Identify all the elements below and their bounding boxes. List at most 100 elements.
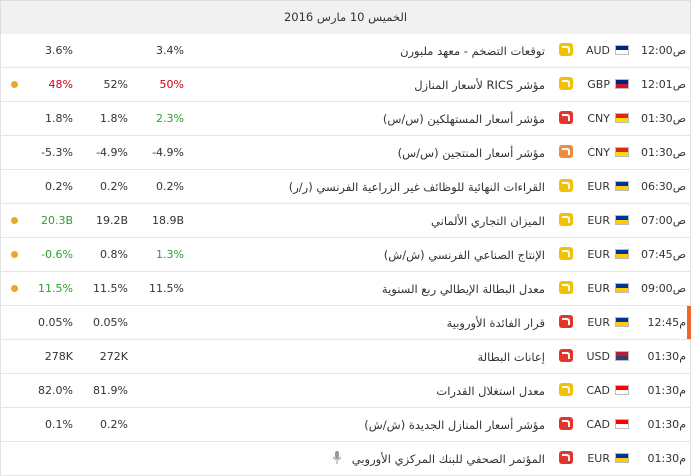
actual-value: 18.9B xyxy=(151,214,184,227)
revised-dot xyxy=(11,81,18,88)
currency: EUR xyxy=(587,316,610,329)
time: 06:30ص xyxy=(640,180,686,193)
forecast-value: 19.2B xyxy=(95,214,128,227)
event-name[interactable]: معدل استغلال القدرات xyxy=(436,384,545,398)
revised-dot xyxy=(11,251,18,258)
currency: CAD xyxy=(586,384,610,397)
time: 01:30م xyxy=(647,350,686,363)
current-marker xyxy=(687,306,691,339)
event-name[interactable]: المؤتمر الصحفي للبنك المركزي الأوروبي xyxy=(351,452,545,466)
currency: USD xyxy=(586,350,610,363)
event-name[interactable]: الميزان التجاري الألماني xyxy=(431,214,545,228)
actual-value: 1.3% xyxy=(156,248,184,261)
importance-icon xyxy=(559,349,573,362)
event-name[interactable]: مؤشر RICS لأسعار المنازل xyxy=(414,78,545,92)
importance-icon xyxy=(559,43,573,56)
importance-icon xyxy=(559,77,573,90)
flag-icon xyxy=(615,79,629,89)
event-name[interactable]: معدل البطالة الإيطالي ربع السنوية xyxy=(381,282,545,296)
event-name[interactable]: توقعات التضخم - معهد ملبورن xyxy=(400,44,545,58)
speech-icon xyxy=(332,451,342,464)
previous-value: 11.5% xyxy=(38,282,73,295)
flag-icon xyxy=(615,147,629,157)
event-name[interactable]: مؤشر أسعار المنازل الجديدة (ش/ش) xyxy=(364,418,545,432)
previous-value: -0.6% xyxy=(41,248,73,261)
event-row[interactable]: 01:30م EUR المؤتمر الصحفي للبنك المركزي ال… xyxy=(0,442,691,476)
forecast-value: 0.8% xyxy=(100,248,128,261)
actual-value: 50% xyxy=(159,78,184,91)
forecast-value: 1.8% xyxy=(100,112,128,125)
time: 07:45ص xyxy=(640,248,686,261)
flag-icon xyxy=(615,249,629,259)
time: 12:00ص xyxy=(640,44,686,57)
importance-icon xyxy=(559,213,573,226)
importance-icon xyxy=(559,451,573,464)
event-name[interactable]: مؤشر أسعار المنتجين (س/س) xyxy=(397,146,545,160)
flag-icon xyxy=(615,317,629,327)
time: 12:45م xyxy=(647,316,686,329)
event-row[interactable]: 06:30ص EUR القراءات النهائية للوظائف غير ا… xyxy=(0,170,691,204)
flag-icon xyxy=(615,419,629,429)
previous-value: 20.3B xyxy=(40,214,73,227)
time: 07:00ص xyxy=(640,214,686,227)
importance-icon xyxy=(559,383,573,396)
time: 12:01ص xyxy=(640,78,686,91)
time: 09:00ص xyxy=(640,282,686,295)
actual-value: 3.4% xyxy=(156,44,184,57)
currency: EUR xyxy=(587,452,610,465)
forecast-value: 81.9% xyxy=(93,384,128,397)
revised-dot xyxy=(11,285,18,292)
flag-icon xyxy=(615,453,629,463)
event-row[interactable]: 12:45م EUR قرار الفائدة الأوروبية 0.05% 0.05… xyxy=(0,306,691,340)
event-row[interactable]: 01:30م CAD معدل استغلال القدرات 81.9% 82.0% xyxy=(0,374,691,408)
flag-icon xyxy=(615,113,629,123)
event-name[interactable]: قرار الفائدة الأوروبية xyxy=(446,316,545,330)
currency: EUR xyxy=(587,180,610,193)
flag-icon xyxy=(615,45,629,55)
forecast-value: 0.05% xyxy=(93,316,128,329)
event-row[interactable]: 07:45ص EUR الإنتاج الصناعي الفرنسي (ش/ش) 1.… xyxy=(0,238,691,272)
currency: CAD xyxy=(586,418,610,431)
forecast-value: -4.9% xyxy=(96,146,128,159)
importance-icon xyxy=(559,417,573,430)
previous-value: 0.2% xyxy=(45,180,73,193)
event-row[interactable]: 09:00ص EUR معدل البطالة الإيطالي ربع السنو… xyxy=(0,272,691,306)
event-name[interactable]: إعانات البطالة xyxy=(477,350,545,364)
event-row[interactable]: 07:00ص EUR الميزان التجاري الألماني 18.9B 19… xyxy=(0,204,691,238)
importance-icon xyxy=(559,315,573,328)
event-row[interactable]: 01:30م CAD مؤشر أسعار المنازل الجديدة (ش/ش… xyxy=(0,408,691,442)
flag-icon xyxy=(615,385,629,395)
actual-value: -4.9% xyxy=(152,146,184,159)
time: 01:30ص xyxy=(640,112,686,125)
event-row[interactable]: 01:30ص CNY مؤشر أسعار المنتجين (س/س) -4.9% -… xyxy=(0,136,691,170)
flag-icon xyxy=(615,181,629,191)
actual-value: 2.3% xyxy=(156,112,184,125)
event-row[interactable]: 01:30م USD إعانات البطالة 272K 278K xyxy=(0,340,691,374)
previous-value: 3.6% xyxy=(45,44,73,57)
importance-icon xyxy=(559,247,573,260)
currency: GBP xyxy=(587,78,610,91)
flag-icon xyxy=(615,215,629,225)
event-name[interactable]: مؤشر أسعار المستهلكين (س/س) xyxy=(382,112,545,126)
previous-value: 82.0% xyxy=(38,384,73,397)
time: 01:30ص xyxy=(640,146,686,159)
currency: CNY xyxy=(587,146,610,159)
actual-value: 11.5% xyxy=(149,282,184,295)
forecast-value: 52% xyxy=(103,78,128,91)
event-name[interactable]: الإنتاج الصناعي الفرنسي (ش/ش) xyxy=(383,248,545,262)
actual-value: 0.2% xyxy=(156,180,184,193)
time: 01:30م xyxy=(647,418,686,431)
currency: EUR xyxy=(587,214,610,227)
forecast-value: 0.2% xyxy=(100,180,128,193)
currency: EUR xyxy=(587,282,610,295)
importance-icon xyxy=(559,179,573,192)
forecast-value: 11.5% xyxy=(93,282,128,295)
date: الخميس 10 مارس 2016 xyxy=(283,10,408,24)
previous-value: -5.3% xyxy=(41,146,73,159)
event-row[interactable]: 12:01ص GBP مؤشر RICS لأسعار المنازل 50% 52% 4… xyxy=(0,68,691,102)
importance-icon xyxy=(559,111,573,124)
event-row[interactable]: 01:30ص CNY مؤشر أسعار المستهلكين (س/س) 2.3%… xyxy=(0,102,691,136)
event-name[interactable]: القراءات النهائية للوظائف غير الزراعية ا… xyxy=(288,180,545,194)
event-row[interactable]: 12:00ص AUD توقعات التضخم - معهد ملبورن 3.4%… xyxy=(0,34,691,68)
